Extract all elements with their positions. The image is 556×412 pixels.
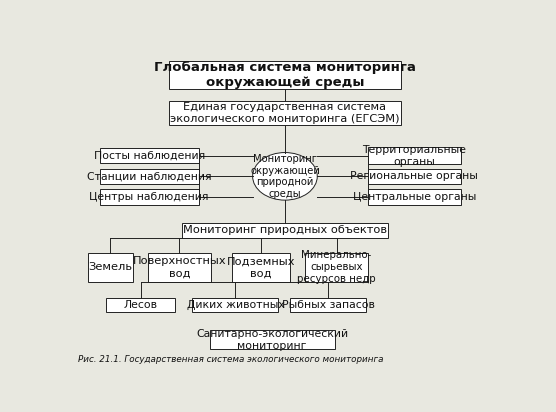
FancyBboxPatch shape	[168, 61, 401, 89]
FancyBboxPatch shape	[100, 148, 199, 163]
FancyBboxPatch shape	[181, 222, 389, 238]
Text: Центры наблюдения: Центры наблюдения	[90, 192, 209, 202]
Text: Посты наблюдения: Посты наблюдения	[93, 151, 205, 161]
FancyBboxPatch shape	[290, 297, 366, 312]
FancyBboxPatch shape	[232, 253, 290, 282]
Text: Рис. 21.1. Государственная система экологического мониторинга: Рис. 21.1. Государственная система эколо…	[78, 354, 384, 363]
FancyBboxPatch shape	[148, 253, 211, 282]
Text: Региональные органы: Региональные органы	[350, 171, 478, 181]
Text: Мониторинг природных объектов: Мониторинг природных объектов	[183, 225, 387, 235]
Text: Подземных
вод: Подземных вод	[227, 256, 295, 279]
FancyBboxPatch shape	[168, 101, 401, 125]
Text: Центральные органы: Центральные органы	[353, 192, 476, 202]
Text: Глобальная система мониторинга
окружающей среды: Глобальная система мониторинга окружающе…	[154, 61, 416, 89]
Text: Диких животных: Диких животных	[186, 300, 284, 310]
Circle shape	[252, 152, 317, 200]
FancyBboxPatch shape	[368, 169, 460, 184]
Text: Единая государственная система
экологического мониторинга (ЕГСЭМ): Единая государственная система экологиче…	[170, 102, 400, 124]
Text: Территориальные
органы: Территориальные органы	[362, 145, 466, 167]
Text: Минерально-
сырьевых
ресурсов недр: Минерально- сырьевых ресурсов недр	[297, 250, 376, 284]
FancyBboxPatch shape	[368, 147, 460, 164]
Text: Станции наблюдения: Станции наблюдения	[87, 171, 211, 181]
Text: Санитарно-экологический
мониторинг: Санитарно-экологический мониторинг	[196, 329, 348, 351]
FancyBboxPatch shape	[100, 169, 199, 184]
Text: Лесов: Лесов	[123, 300, 157, 310]
Text: Рыбных запасов: Рыбных запасов	[281, 300, 375, 310]
Text: Мониторинг
окружающей
природной
среды: Мониторинг окружающей природной среды	[250, 154, 320, 199]
FancyBboxPatch shape	[192, 297, 279, 312]
FancyBboxPatch shape	[106, 297, 175, 312]
Text: Поверхностных
вод: Поверхностных вод	[132, 256, 226, 279]
FancyBboxPatch shape	[368, 190, 460, 205]
FancyBboxPatch shape	[88, 253, 133, 282]
FancyBboxPatch shape	[100, 190, 199, 205]
FancyBboxPatch shape	[210, 330, 335, 349]
Text: Земель: Земель	[88, 262, 132, 272]
FancyBboxPatch shape	[305, 253, 368, 282]
